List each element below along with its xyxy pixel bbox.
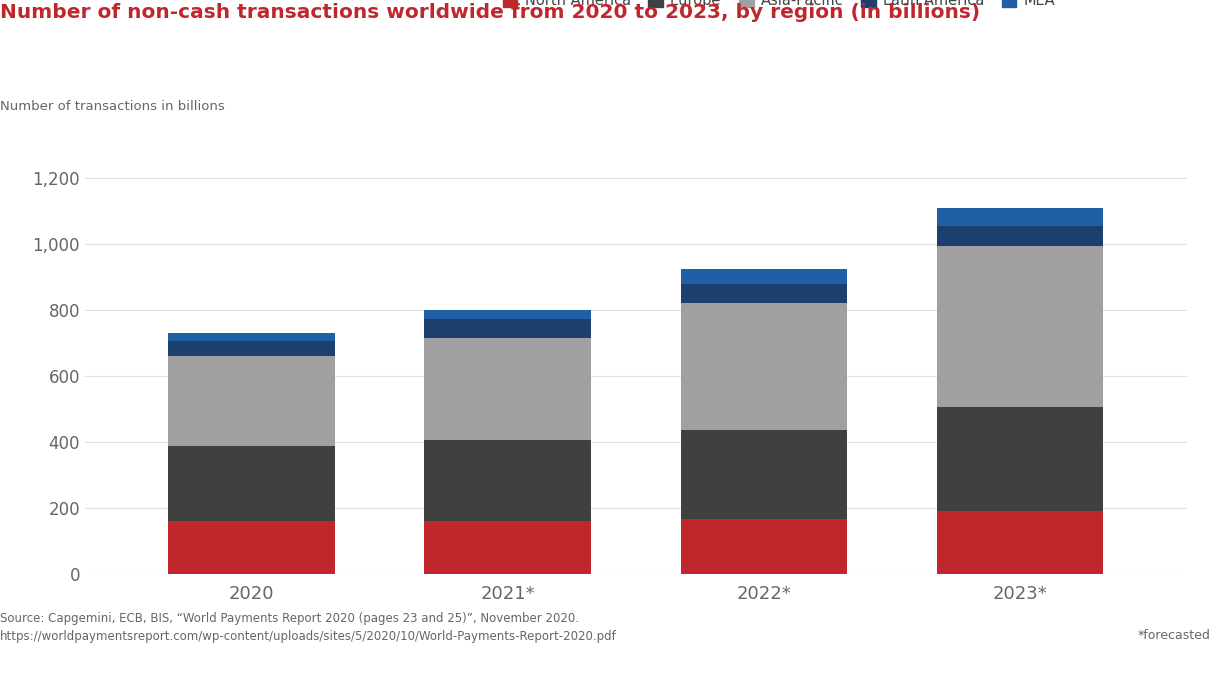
- Bar: [424, 338, 591, 440]
- Bar: [681, 519, 848, 574]
- Bar: [681, 430, 848, 519]
- Bar: [168, 356, 334, 446]
- Bar: [424, 319, 591, 338]
- Bar: [937, 226, 1103, 245]
- Bar: [168, 446, 334, 521]
- Bar: [681, 303, 848, 430]
- Bar: [424, 440, 591, 521]
- Bar: [424, 521, 591, 574]
- Bar: [681, 269, 848, 283]
- Text: Source: Capgemini, ECB, BIS, “World Payments Report 2020 (pages 23 and 25)”, Nov: Source: Capgemini, ECB, BIS, “World Paym…: [0, 612, 616, 643]
- Bar: [937, 511, 1103, 574]
- Text: Number of transactions in billions: Number of transactions in billions: [0, 100, 225, 113]
- Text: Number of non-cash transactions worldwide from 2020 to 2023, by region (in billi: Number of non-cash transactions worldwid…: [0, 3, 980, 22]
- Bar: [937, 245, 1103, 407]
- Bar: [168, 333, 334, 341]
- Bar: [937, 407, 1103, 511]
- Bar: [168, 521, 334, 574]
- Bar: [424, 310, 591, 319]
- Text: *forecasted: *forecasted: [1138, 629, 1211, 642]
- Bar: [168, 341, 334, 356]
- Bar: [937, 208, 1103, 226]
- Legend: North America, Europe, Asia-Pacific, Latin America, MEA: North America, Europe, Asia-Pacific, Lat…: [497, 0, 1061, 14]
- Bar: [681, 283, 848, 303]
